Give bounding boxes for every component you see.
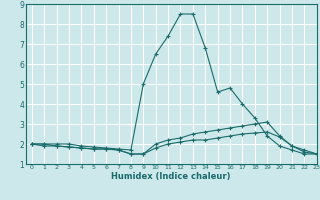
X-axis label: Humidex (Indice chaleur): Humidex (Indice chaleur)	[111, 172, 231, 181]
